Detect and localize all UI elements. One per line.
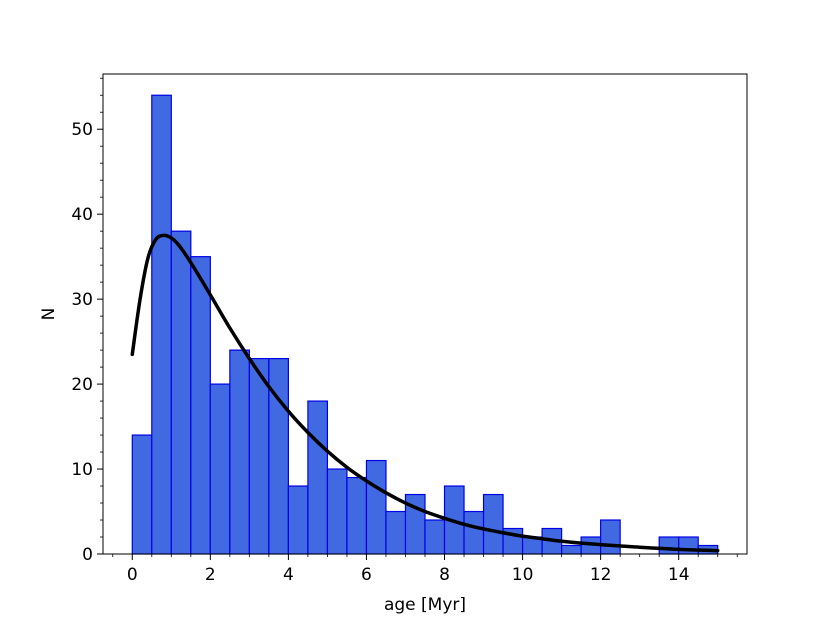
histogram-bar — [365, 459, 387, 555]
fit-curve-line — [130, 233, 720, 553]
histogram-bar — [346, 476, 368, 555]
x-axis-label: age [Myr] — [384, 595, 466, 615]
histogram-bar — [131, 434, 153, 555]
histogram-bar — [307, 400, 329, 555]
histogram-bar — [561, 544, 582, 555]
x-tick-label: 0 — [127, 565, 138, 585]
histogram-bar — [151, 94, 172, 555]
y-tick-label: 0 — [82, 545, 93, 565]
histogram-bar — [209, 383, 231, 555]
y-tick-label: 40 — [71, 205, 93, 225]
x-tick-label: 2 — [205, 565, 216, 585]
histogram-bar — [229, 349, 250, 555]
fit-curve-layer — [130, 233, 720, 553]
histogram-bar — [600, 519, 621, 555]
ticks-layer: 0 2 4 6 8 10 12 14 0 10 20 30 40 50 — [71, 77, 738, 585]
histogram-bar — [424, 519, 446, 555]
histogram-bar — [463, 510, 485, 555]
x-tick-label: 8 — [439, 565, 450, 585]
x-tick-label: 6 — [361, 565, 372, 585]
x-tick-label: 14 — [668, 565, 690, 585]
y-axis-label: N — [39, 308, 59, 321]
histogram-bar — [482, 493, 504, 555]
y-tick-label: 10 — [71, 460, 93, 480]
bars-layer — [131, 94, 719, 555]
x-tick-label: 10 — [512, 565, 534, 585]
histogram-bar — [248, 358, 270, 555]
histogram-bar — [190, 256, 211, 555]
x-tick-label: 4 — [283, 565, 294, 585]
y-tick-label: 20 — [71, 375, 93, 395]
histogram-bar — [170, 230, 192, 555]
x-tick-label: 12 — [590, 565, 612, 585]
histogram-bar — [385, 510, 407, 555]
y-tick-label: 50 — [71, 120, 93, 140]
y-tick-label: 30 — [71, 290, 93, 310]
histogram-bar — [326, 468, 348, 555]
histogram-bar — [658, 536, 680, 555]
histogram-bar — [287, 485, 309, 555]
plot-frame — [102, 73, 748, 555]
